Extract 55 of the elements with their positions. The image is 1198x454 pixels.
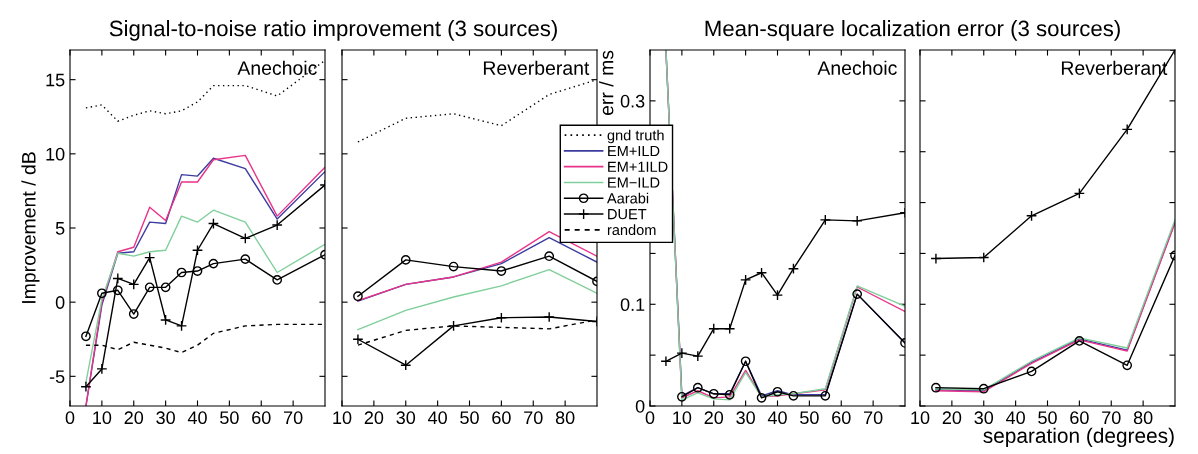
x-tick-label: 80 xyxy=(1133,411,1153,425)
x-tick-label: 0 xyxy=(65,411,75,425)
x-tick-label: 70 xyxy=(1102,411,1121,425)
x-tick-label: 30 xyxy=(396,411,416,425)
x-tick-label: 70 xyxy=(284,411,303,425)
x-tick-label: 50 xyxy=(220,411,239,425)
x-tick-label: 60 xyxy=(252,411,271,425)
x-tick-label: 70 xyxy=(524,411,543,425)
legend-label: EM−ILD xyxy=(608,177,660,188)
x-tick-label: 20 xyxy=(124,411,144,425)
annotation: Reverberant xyxy=(483,60,590,75)
x-tick-label: 20 xyxy=(942,411,962,425)
x-tick-label: 50 xyxy=(460,411,479,425)
chart-title: Mean-square localization error (3 sources) xyxy=(705,20,1120,41)
x-tick-label: 10 xyxy=(333,411,352,425)
y-axis-title: err / ms xyxy=(599,50,614,116)
legend-label: Aarabi xyxy=(606,192,649,204)
x-tick-label: 60 xyxy=(1070,411,1089,425)
x-tick-label: 80 xyxy=(555,411,575,425)
legend-label: random xyxy=(607,224,656,236)
x-tick-label: 60 xyxy=(492,411,511,425)
y-tick-label: 10 xyxy=(46,147,65,161)
chart-title: Signal-to-noise ratio improvement (3 sources) xyxy=(109,20,557,41)
y-tick-label: 0 xyxy=(635,399,645,413)
x-tick-label: 30 xyxy=(736,411,755,425)
x-tick-label: 40 xyxy=(767,411,787,425)
x-tick-label: 40 xyxy=(428,411,447,425)
y-tick-label: -5 xyxy=(49,370,65,384)
x-tick-label: 20 xyxy=(364,411,384,425)
x-tick-label: 30 xyxy=(974,411,994,425)
x-tick-label: 60 xyxy=(832,411,851,425)
x-tick-label: 70 xyxy=(864,411,883,425)
x-tick-label: 10 xyxy=(911,411,930,425)
x-tick-label: 10 xyxy=(673,411,692,425)
x-tick-label: 50 xyxy=(1038,411,1057,425)
y-tick-label: 15 xyxy=(46,73,65,87)
x-tick-label: 20 xyxy=(704,411,724,425)
x-tick-label: 0 xyxy=(645,411,655,425)
x-axis-title: separation (degrees) xyxy=(983,427,1174,448)
x-tick-label: 40 xyxy=(187,411,207,425)
x-tick-label: 40 xyxy=(1006,411,1025,425)
legend-label: gnd truth xyxy=(607,129,664,144)
x-tick-label: 10 xyxy=(93,411,112,425)
y-tick-label: 5 xyxy=(55,222,65,235)
y-axis-title: Improvement / dB xyxy=(21,152,40,303)
y-tick-label: 0.1 xyxy=(620,298,645,312)
legend-label: EM+ILD xyxy=(608,145,660,157)
x-tick-label: 30 xyxy=(156,411,175,425)
annotation: Anechoic xyxy=(237,60,317,75)
y-tick-label: 0.3 xyxy=(620,94,645,108)
legend-label: EM+1ILD xyxy=(608,161,668,172)
y-tick-label: 0 xyxy=(55,296,65,309)
legend-label: DUET xyxy=(608,209,647,220)
x-tick-label: 50 xyxy=(800,411,819,425)
annotation: Anechoic xyxy=(817,60,897,75)
